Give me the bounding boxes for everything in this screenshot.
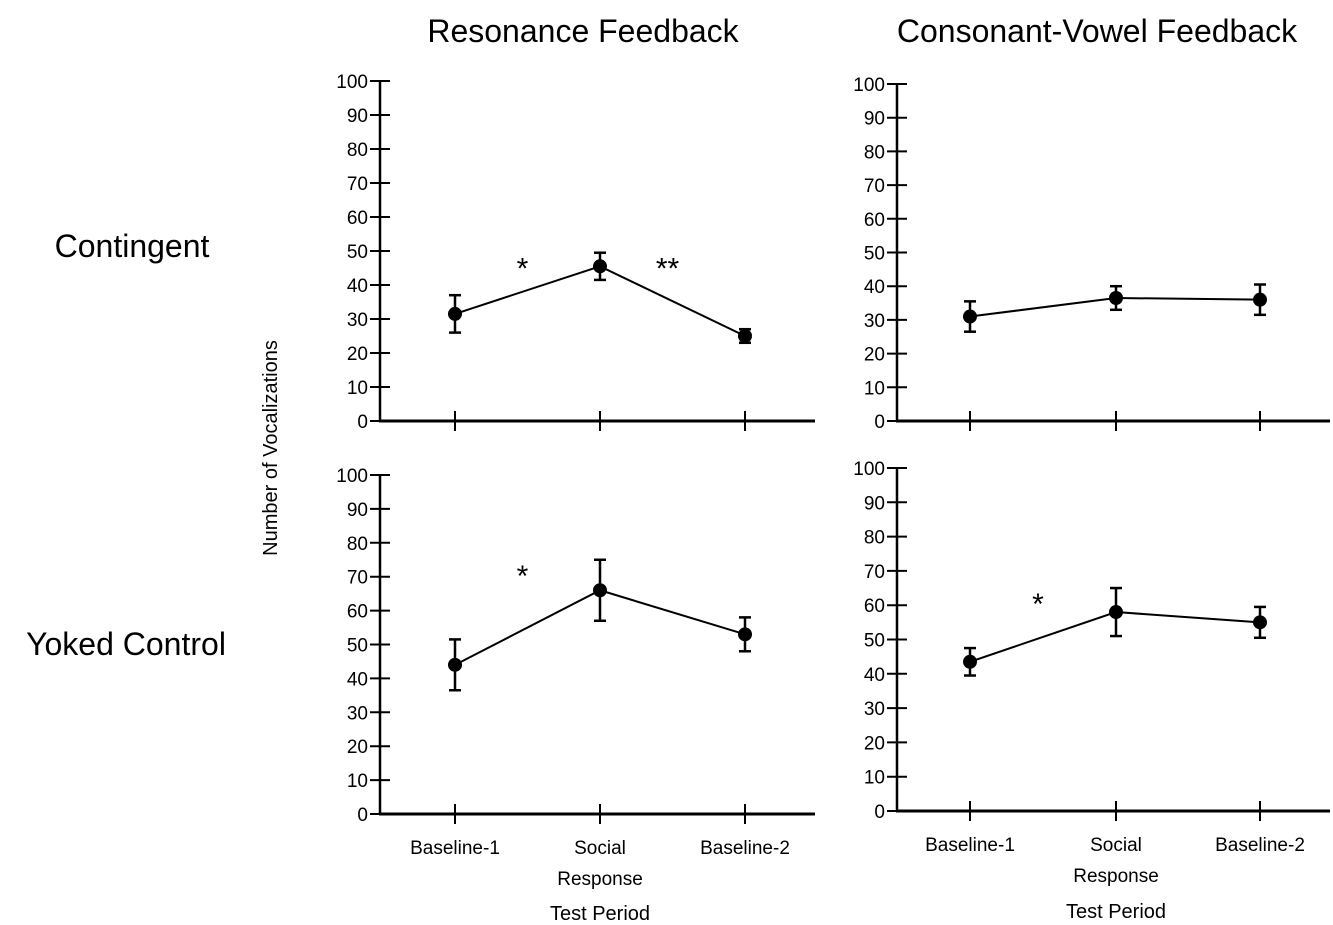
y-tick-label: 80 — [864, 528, 885, 549]
x-category-label: Social — [574, 838, 626, 859]
y-tick-label: 30 — [864, 311, 885, 332]
y-tick-label: 30 — [864, 699, 885, 720]
data-point — [738, 329, 752, 343]
y-tick-label: 100 — [853, 459, 885, 480]
y-tick-label: 50 — [864, 631, 885, 652]
panel-cv-contingent: 0 10 20 30 40 50 60 70 80 90 100 — [853, 75, 1330, 433]
y-tick-label: 70 — [347, 174, 368, 195]
panel-resonance-yoked: 0 10 20 30 40 50 60 70 80 90 100 Baseline-1 Social Re… — [336, 466, 815, 925]
y-tick-label: 30 — [347, 310, 368, 331]
y-tick-label: 90 — [864, 493, 885, 514]
y-tick-label: 100 — [336, 466, 368, 487]
y-tick-label: 40 — [864, 277, 885, 298]
data-point — [593, 259, 607, 274]
y-tick-label: 40 — [864, 665, 885, 686]
y-tick-label: 40 — [347, 669, 368, 690]
data-point — [448, 306, 462, 321]
y-tick-label: 20 — [864, 345, 885, 366]
row-title-contingent: Contingent — [55, 228, 210, 264]
y-tick-label: 90 — [347, 106, 368, 127]
data-point — [738, 627, 752, 642]
data-point — [963, 309, 977, 324]
y-tick-label: 60 — [864, 596, 885, 617]
y-tick-label: 70 — [347, 568, 368, 589]
y-tick-label: 30 — [347, 703, 368, 724]
x-axis-title: Test Period — [1066, 901, 1166, 923]
y-tick-label: 50 — [347, 242, 368, 263]
x-category-label: Baseline-1 — [410, 838, 500, 859]
y-tick-label: 70 — [864, 176, 885, 197]
x-category-label: Baseline-2 — [700, 838, 790, 859]
y-tick-label: 10 — [864, 768, 885, 789]
row-title-yoked-control: Yoked Control — [26, 626, 226, 662]
data-point — [448, 657, 462, 672]
y-tick-label: 90 — [347, 500, 368, 521]
x-category-label: Baseline-2 — [1215, 835, 1305, 856]
panel-cv-yoked: 0 10 20 30 40 50 60 70 80 90 100 Baseline-1 Social Re… — [853, 459, 1330, 923]
y-tick-label: 20 — [347, 737, 368, 758]
y-tick-label: 60 — [864, 210, 885, 231]
column-title-consonant-vowel: Consonant-Vowel Feedback — [897, 13, 1298, 49]
significance-marker: * — [517, 253, 529, 286]
y-tick-label: 10 — [347, 771, 368, 792]
y-tick-label: 0 — [874, 412, 885, 433]
significance-marker: * — [1032, 588, 1044, 621]
significance-marker: * — [517, 560, 529, 593]
y-tick-label: 100 — [853, 75, 885, 96]
y-tick-label: 80 — [864, 142, 885, 163]
y-tick-label: 0 — [357, 412, 368, 433]
column-title-resonance: Resonance Feedback — [427, 13, 739, 49]
data-point — [593, 583, 607, 598]
y-tick-label: 80 — [347, 534, 368, 555]
y-tick-label: 90 — [864, 109, 885, 130]
y-tick-label: 80 — [347, 140, 368, 161]
data-point — [1253, 292, 1267, 307]
data-point — [963, 654, 977, 669]
x-category-label: Response — [1073, 866, 1159, 887]
data-point — [1109, 290, 1123, 305]
y-tick-label: 0 — [874, 802, 885, 823]
y-axis-title: Number of Vocalizations — [260, 340, 282, 556]
x-category-label: Social — [1090, 835, 1142, 856]
y-tick-label: 40 — [347, 276, 368, 297]
data-point — [1253, 615, 1267, 630]
x-category-label: Baseline-1 — [925, 835, 1015, 856]
significance-marker: ** — [656, 253, 680, 286]
y-tick-label: 60 — [347, 602, 368, 623]
y-tick-label: 10 — [347, 378, 368, 399]
y-tick-label: 60 — [347, 208, 368, 229]
y-tick-label: 0 — [357, 805, 368, 826]
y-tick-label: 100 — [336, 72, 368, 93]
y-tick-label: 50 — [864, 244, 885, 265]
data-point — [1109, 605, 1123, 620]
y-tick-label: 20 — [864, 733, 885, 754]
x-axis-title: Test Period — [550, 903, 650, 925]
y-tick-label: 50 — [347, 636, 368, 657]
x-category-label: Response — [557, 869, 643, 890]
y-tick-label: 10 — [864, 378, 885, 399]
y-tick-label: 70 — [864, 562, 885, 583]
y-tick-label: 20 — [347, 344, 368, 365]
